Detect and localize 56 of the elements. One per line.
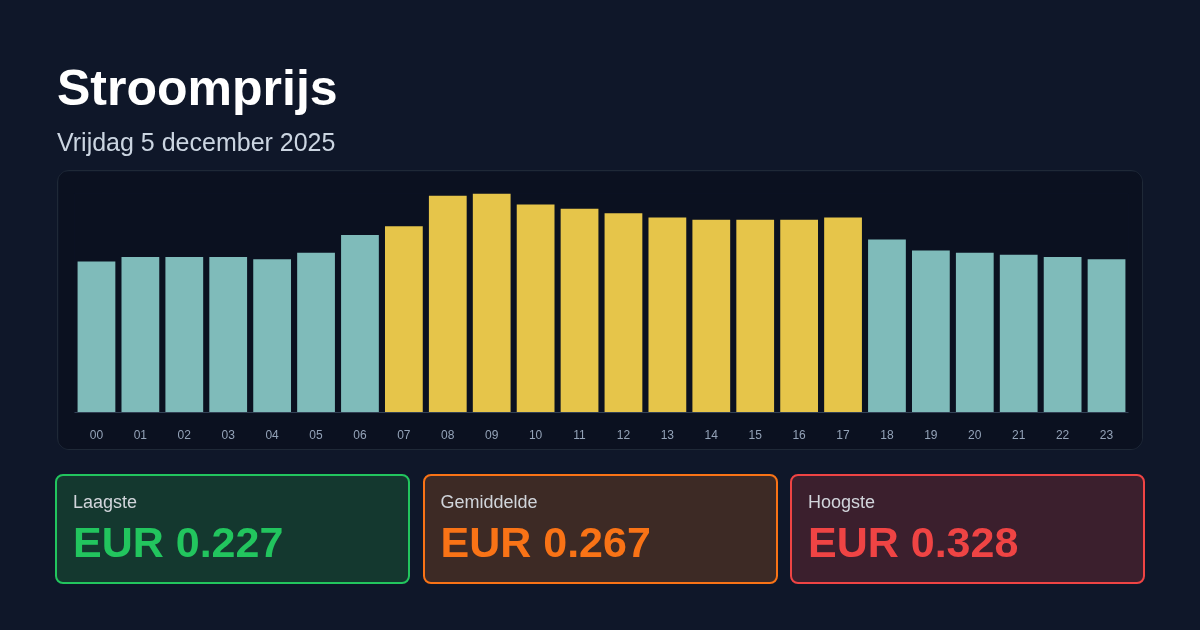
- x-tick-label: 06: [353, 427, 367, 442]
- bar: [780, 219, 819, 413]
- bar: [868, 239, 906, 413]
- bar: [297, 252, 335, 413]
- chart-subtitle: Vrijdag 5 december 2025: [57, 128, 336, 156]
- x-tick-label: 00: [89, 427, 104, 442]
- x-tick-label: 18: [880, 427, 894, 442]
- x-tick-label: 01: [133, 427, 148, 442]
- text: Hoogste: [808, 492, 876, 512]
- x-tick-label: 23: [1099, 427, 1114, 442]
- text: Laagste: [73, 492, 138, 512]
- bar: [692, 219, 731, 413]
- bar: [121, 257, 160, 413]
- bar: [77, 261, 116, 413]
- bar: [516, 204, 555, 413]
- x-tick-label: 20: [968, 427, 982, 442]
- bar: [384, 226, 423, 413]
- chart-title: Stroomprijs: [57, 60, 338, 116]
- bar: [911, 250, 950, 413]
- text: EUR 0.267: [440, 518, 651, 566]
- x-tick-label: 03: [221, 427, 236, 442]
- bar: [736, 219, 775, 413]
- bar: [1043, 257, 1082, 413]
- bar: [253, 259, 292, 413]
- bar: [604, 213, 643, 413]
- x-tick-label: 11: [573, 427, 587, 442]
- x-tick-label: 09: [485, 427, 499, 442]
- x-tick-label: 08: [441, 427, 455, 442]
- x-tick-label: 16: [792, 427, 807, 442]
- bar: [824, 217, 862, 413]
- bar: [428, 195, 467, 413]
- x-tick-label: 21: [1012, 427, 1026, 442]
- bar: [955, 252, 994, 413]
- x-tick-label: 02: [177, 427, 192, 442]
- text: EUR 0.227: [73, 518, 284, 566]
- x-tick-label: 04: [265, 427, 280, 442]
- x-tick-label: 10: [528, 427, 543, 442]
- bar: [341, 235, 379, 413]
- text: Gemiddelde: [440, 492, 538, 512]
- bar: [209, 257, 248, 413]
- x-tick-label: 07: [397, 427, 411, 442]
- x-tick-label: 19: [924, 427, 938, 442]
- x-tick-label: 17: [836, 427, 851, 442]
- bar: [472, 193, 511, 413]
- x-tick-label: 13: [660, 427, 675, 442]
- x-tick-label: 22: [1055, 427, 1070, 442]
- bar: [999, 254, 1038, 413]
- text: EUR 0.328: [808, 518, 1019, 566]
- x-tick-label: 14: [704, 427, 719, 442]
- x-tick-label: 05: [309, 427, 324, 442]
- bar: [165, 257, 204, 413]
- bar: [1087, 259, 1126, 413]
- bar: [560, 208, 599, 413]
- bar: [648, 217, 687, 413]
- x-tick-label: 12: [616, 427, 631, 442]
- x-tick-label: 15: [748, 427, 763, 442]
